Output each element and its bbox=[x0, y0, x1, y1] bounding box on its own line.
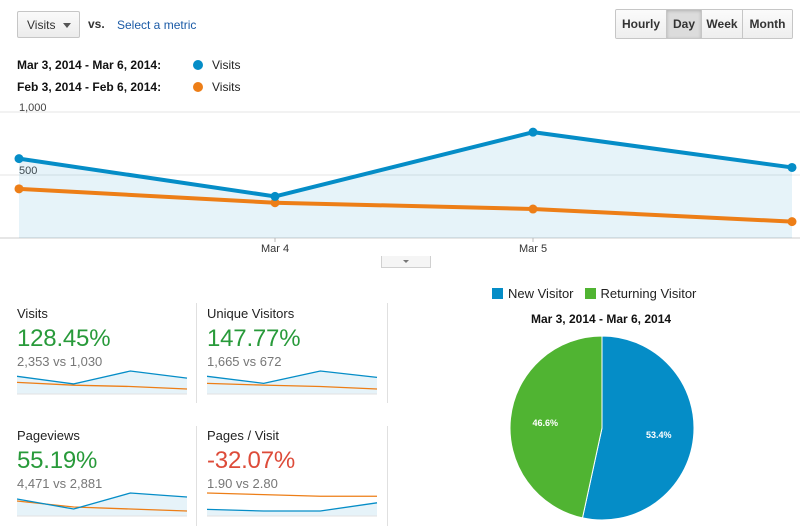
card-percent-change: 128.45% bbox=[17, 325, 111, 352]
card-divider bbox=[196, 426, 197, 526]
pie-slice-label: 46.6% bbox=[533, 418, 559, 428]
data-point bbox=[528, 127, 538, 137]
card-title: Pageviews bbox=[17, 428, 80, 443]
card-divider bbox=[387, 303, 388, 403]
series-line bbox=[18, 130, 793, 199]
sparkline bbox=[207, 370, 378, 395]
sparkline bbox=[207, 492, 378, 517]
sparkline-area bbox=[207, 371, 377, 394]
legend-label: New Visitor bbox=[508, 286, 574, 301]
pie-slice bbox=[509, 336, 603, 519]
sparkline-current bbox=[17, 492, 188, 510]
granularity-selector: Hourly Day Week Month bbox=[615, 9, 793, 39]
card-comparison: 1.90 vs 2.80 bbox=[207, 476, 278, 491]
data-point bbox=[14, 184, 24, 194]
card-percent-change: 147.77% bbox=[207, 325, 301, 352]
data-point bbox=[787, 162, 797, 172]
data-point bbox=[528, 204, 538, 214]
sparkline bbox=[17, 370, 188, 395]
data-point bbox=[787, 217, 797, 227]
collapse-chart-handle[interactable] bbox=[381, 256, 431, 268]
y-tick-label: 500 bbox=[19, 165, 37, 177]
sparkline-area bbox=[17, 493, 187, 516]
legend-item-new-visitor[interactable]: New Visitor bbox=[492, 286, 574, 301]
card-percent-change: -32.07% bbox=[207, 447, 295, 474]
data-point bbox=[270, 191, 280, 201]
pie-legend: New Visitor Returning Visitor bbox=[492, 286, 707, 301]
data-point bbox=[270, 198, 280, 208]
current-range-row: Mar 3, 2014 - Mar 6, 2014: Visits bbox=[17, 57, 240, 73]
previous-series-dot bbox=[193, 82, 203, 92]
visitor-type-pie-chart[interactable]: 53.4% 46.6% bbox=[505, 336, 705, 526]
sparkline-current bbox=[207, 370, 378, 385]
legend-swatch bbox=[584, 288, 596, 299]
sparkline-current bbox=[207, 502, 378, 512]
previous-range-label: Feb 3, 2014 - Feb 6, 2014: bbox=[17, 80, 162, 94]
previous-series-name: Visits bbox=[212, 80, 241, 94]
card-divider bbox=[196, 303, 197, 403]
x-tick-label: Mar 5 bbox=[519, 243, 547, 255]
hourly-button[interactable]: Hourly bbox=[616, 10, 667, 38]
week-button[interactable]: Week bbox=[702, 10, 743, 38]
current-series-dot bbox=[193, 60, 203, 70]
card-title: Pages / Visit bbox=[207, 428, 280, 443]
previous-range-row: Feb 3, 2014 - Feb 6, 2014: Visits bbox=[17, 79, 240, 95]
current-range-label: Mar 3, 2014 - Mar 6, 2014: bbox=[17, 58, 162, 72]
select-metric-link[interactable]: Select a metric bbox=[117, 18, 197, 32]
sparkline-previous bbox=[207, 382, 378, 390]
sparkline-previous bbox=[207, 492, 377, 497]
sparkline bbox=[17, 492, 188, 517]
vs-label: vs. bbox=[88, 17, 105, 31]
pie-slice-label: 53.4% bbox=[646, 430, 672, 440]
card-title: Unique Visitors bbox=[207, 306, 295, 321]
card-percent-change: 55.19% bbox=[17, 447, 98, 474]
series-line bbox=[18, 186, 793, 224]
card-divider bbox=[387, 426, 388, 526]
legend-item-returning-visitor[interactable]: Returning Visitor bbox=[584, 286, 697, 301]
pie-title: Mar 3, 2014 - Mar 6, 2014 bbox=[530, 312, 672, 326]
legend-label: Returning Visitor bbox=[600, 286, 697, 301]
card-unique-visitors[interactable]: Unique Visitors 147.77% 1,665 vs 672 bbox=[207, 306, 382, 416]
card-title: Visits bbox=[17, 306, 48, 321]
day-button[interactable]: Day bbox=[667, 10, 702, 38]
visits-line-chart[interactable]: 1,000 500 Mar 4 Mar 5 bbox=[0, 100, 800, 260]
y-tick-label: 1,000 bbox=[19, 102, 47, 114]
card-pageviews[interactable]: Pageviews 55.19% 4,471 vs 2,881 bbox=[17, 428, 192, 529]
card-visits[interactable]: Visits 128.45% 2,353 vs 1,030 bbox=[17, 306, 192, 416]
legend-swatch bbox=[492, 288, 503, 299]
sparkline-current bbox=[17, 370, 188, 385]
card-comparison: 2,353 vs 1,030 bbox=[17, 354, 103, 369]
pie-slice bbox=[581, 336, 695, 521]
current-series-name: Visits bbox=[212, 58, 241, 72]
card-comparison: 1,665 vs 672 bbox=[207, 354, 282, 369]
metric-dropdown-label: Visits bbox=[27, 17, 56, 32]
sparkline-area bbox=[17, 371, 187, 394]
data-point bbox=[14, 154, 24, 164]
sparkline-area bbox=[207, 502, 377, 516]
card-comparison: 4,471 vs 2,881 bbox=[17, 476, 103, 491]
card-pages-per-visit[interactable]: Pages / Visit -32.07% 1.90 vs 2.80 bbox=[207, 428, 382, 529]
chevron-down-icon bbox=[63, 23, 71, 28]
series-area bbox=[19, 132, 792, 238]
month-button[interactable]: Month bbox=[743, 10, 792, 38]
sparkline-previous bbox=[17, 381, 188, 390]
x-tick-label: Mar 4 bbox=[261, 243, 289, 255]
metric-dropdown[interactable]: Visits bbox=[17, 11, 80, 38]
